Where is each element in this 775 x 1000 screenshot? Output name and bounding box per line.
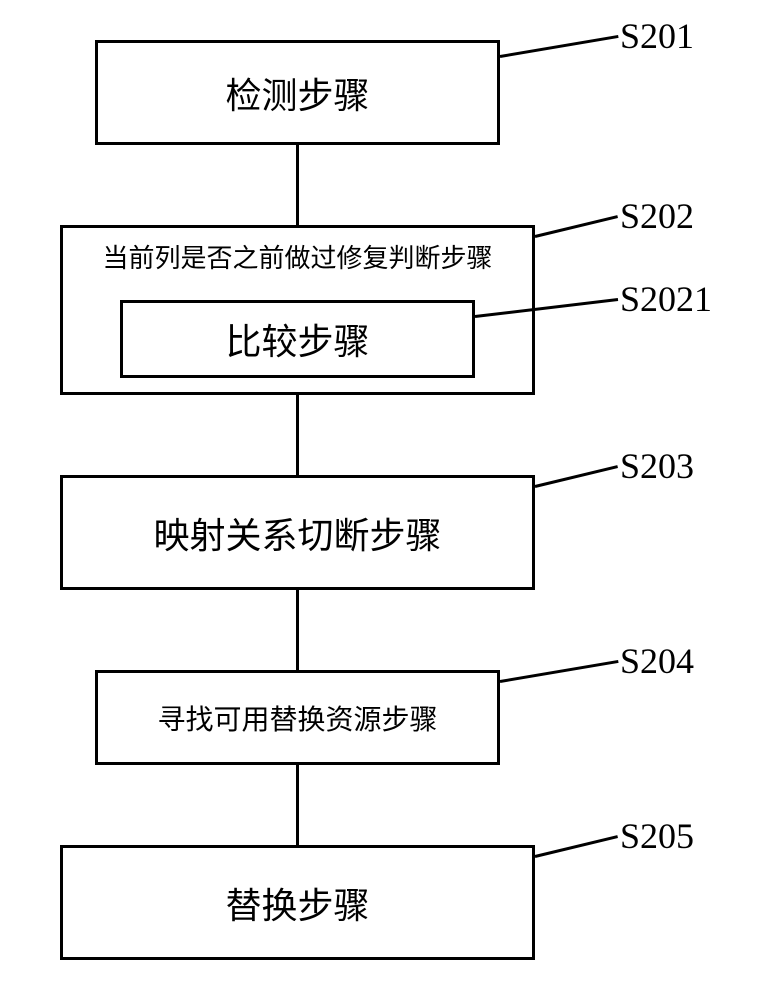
step-box-5: 替换步骤 <box>60 845 535 960</box>
step-box-3: 映射关系切断步骤 <box>60 475 535 590</box>
step-box-1-text: 检测步骤 <box>225 67 369 119</box>
step-box-2: 当前列是否之前做过修复判断步骤 比较步骤 <box>60 225 535 395</box>
step-box-1: 检测步骤 <box>95 40 500 145</box>
connector-4-5 <box>296 765 299 845</box>
label-s2021: S2021 <box>620 278 712 320</box>
label-s203: S203 <box>620 445 694 487</box>
leader-4 <box>500 660 618 683</box>
connector-2-3 <box>296 395 299 475</box>
step-box-5-text: 替换步骤 <box>225 877 369 929</box>
step-box-2-inner: 比较步骤 <box>120 300 475 378</box>
step-box-4: 寻找可用替换资源步骤 <box>95 670 500 765</box>
label-s201: S201 <box>620 15 694 57</box>
label-s205: S205 <box>620 815 694 857</box>
leader-5 <box>535 835 619 858</box>
connector-1-2 <box>296 145 299 225</box>
flowchart-canvas: 检测步骤 当前列是否之前做过修复判断步骤 比较步骤 映射关系切断步骤 寻找可用替… <box>0 0 775 1000</box>
leader-1 <box>500 35 618 58</box>
step-box-3-text: 映射关系切断步骤 <box>153 507 441 559</box>
step-box-4-text: 寻找可用替换资源步骤 <box>157 698 437 738</box>
connector-3-4 <box>296 590 299 670</box>
label-s202: S202 <box>620 195 694 237</box>
leader-2 <box>535 215 619 238</box>
leader-3 <box>535 465 619 488</box>
step-box-2-inner-text: 比较步骤 <box>225 313 369 365</box>
step-box-2-title: 当前列是否之前做过修复判断步骤 <box>63 238 532 275</box>
label-s204: S204 <box>620 640 694 682</box>
